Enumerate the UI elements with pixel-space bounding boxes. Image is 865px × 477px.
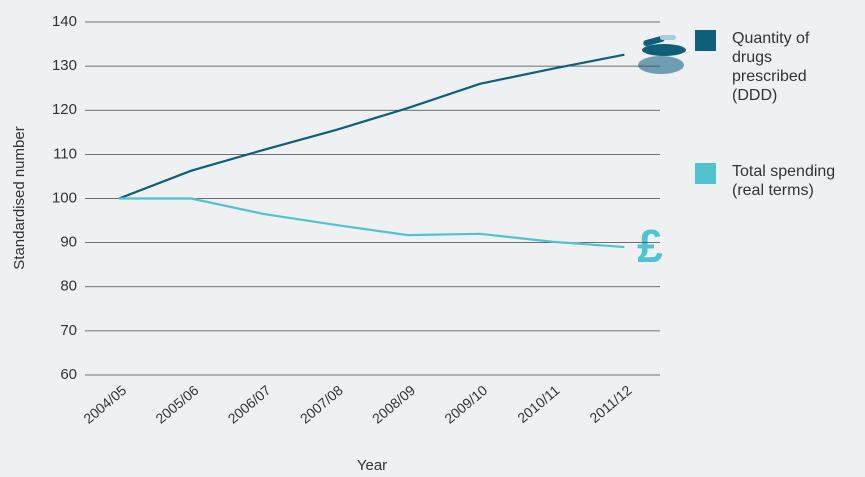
x-tick-label: 2005/06 bbox=[152, 382, 201, 427]
y-tick-label: 70 bbox=[60, 322, 77, 339]
y-tick-label: 100 bbox=[52, 189, 77, 206]
pill-icon bbox=[638, 35, 686, 74]
y-axis-label: Standardised number bbox=[11, 126, 28, 269]
x-tick-label: 2008/09 bbox=[369, 382, 418, 427]
x-tick-label: 2009/10 bbox=[441, 382, 490, 427]
x-tick-label: 2011/12 bbox=[586, 382, 634, 426]
series-line bbox=[118, 53, 625, 200]
y-tick-label: 130 bbox=[52, 57, 77, 74]
pound-icon: £ bbox=[637, 220, 663, 272]
x-tick-label: 2006/07 bbox=[225, 382, 274, 427]
y-tick-label: 140 bbox=[52, 13, 77, 30]
legend-label: Total spending (real terms) bbox=[732, 163, 836, 199]
legend-swatch bbox=[695, 163, 716, 184]
legend-swatch bbox=[695, 30, 716, 51]
x-tick-label: 2007/08 bbox=[297, 382, 346, 427]
y-tick-label: 120 bbox=[52, 101, 77, 118]
y-tick-label: 90 bbox=[60, 234, 77, 251]
x-axis-label: Year bbox=[357, 457, 387, 474]
x-tick-label: 2004/05 bbox=[80, 382, 129, 427]
legend-label: Quantity of drugs prescribed (DDD) bbox=[732, 30, 810, 104]
y-tick-label: 80 bbox=[60, 278, 77, 295]
y-tick-label: 60 bbox=[60, 366, 77, 383]
series-line bbox=[119, 197, 625, 249]
y-tick-label: 110 bbox=[53, 145, 77, 162]
x-tick-label: 2010/11 bbox=[514, 382, 562, 426]
